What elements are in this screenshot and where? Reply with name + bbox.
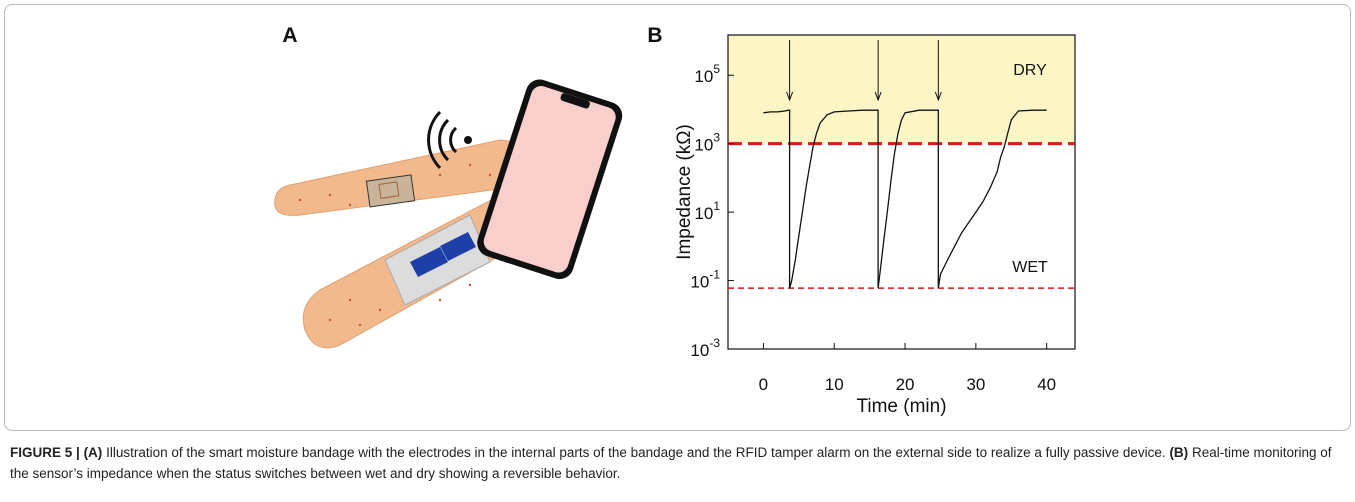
page: {"panels":["A","B"], "caption":{"figure"…	[0, 0, 1355, 502]
caption-tag: (B)	[1169, 445, 1188, 460]
dry-region	[728, 35, 1075, 144]
x-axis-label: Time (min)	[856, 396, 946, 417]
panel-label: B	[647, 24, 662, 47]
figure: A B DRY WET 0 10 20 30 40 10-3 10-1 101 103 105 Time…	[0, 0, 1355, 440]
region-label: WET	[1012, 259, 1048, 276]
illustration	[275, 76, 626, 348]
y-tick-label: 101	[694, 199, 720, 223]
y-tick-label: 105	[694, 62, 720, 86]
x-tick-label: 30	[966, 375, 985, 394]
x-tick-label: 20	[896, 375, 915, 394]
y-tick-label: 103	[694, 131, 720, 155]
caption-text: Illustration of the smart moisture banda…	[106, 445, 1166, 460]
figure-number: FIGURE 5 |	[10, 445, 80, 460]
y-tick-label: 10-3	[690, 336, 720, 360]
y-tick-label: 10-1	[690, 268, 720, 292]
chart: DRY WET 0 10 20 30 40 10-3 10-1 101 103 105 Time (mi…	[674, 35, 1075, 417]
x-tick-label: 10	[825, 375, 844, 394]
y-axis-label: Impedance (kΩ)	[674, 124, 695, 260]
region-label: DRY	[1013, 62, 1047, 79]
x-tick-label: 40	[1037, 375, 1056, 394]
x-tick-label: 0	[759, 375, 768, 394]
panel-label: A	[282, 24, 297, 47]
caption-tag: (A)	[84, 445, 103, 460]
caption: FIGURE 5 | (A) Illustration of the smart…	[10, 442, 1348, 484]
